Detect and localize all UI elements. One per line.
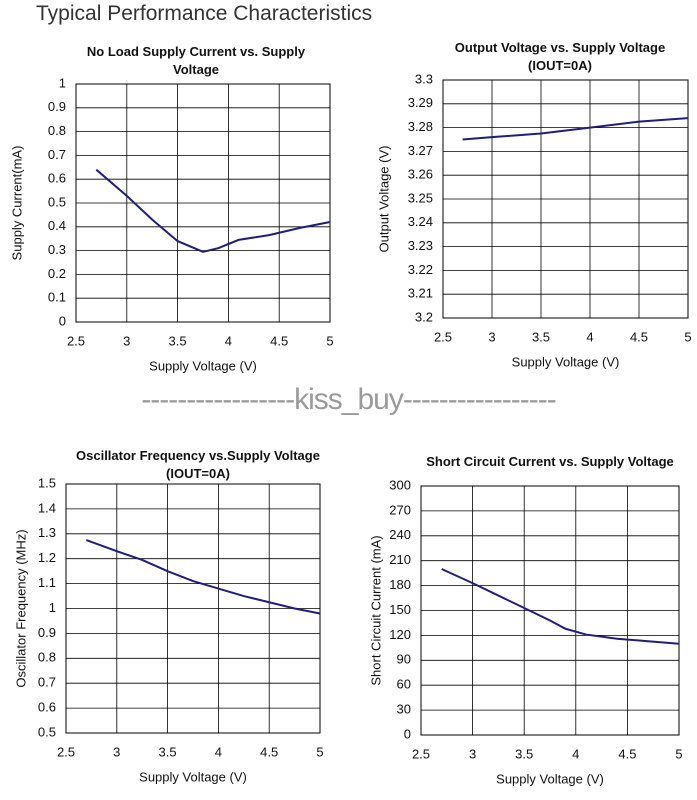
- x-tick-label: 5: [684, 329, 691, 344]
- chart-title: Oscillator Frequency vs.Supply Voltage: [76, 448, 320, 463]
- y-tick-label: 180: [389, 577, 411, 592]
- y-tick-label: 3.23: [408, 238, 433, 253]
- y-tick-label: 0.2: [48, 266, 66, 281]
- x-tick-label: 4: [572, 746, 579, 761]
- y-tick-label: 0: [404, 726, 411, 741]
- y-tick-label: 0.7: [38, 675, 56, 690]
- y-tick-label: 1.4: [38, 500, 56, 515]
- x-tick-label: 3: [488, 329, 495, 344]
- y-tick-label: 3.21: [408, 286, 433, 301]
- line: [85, 539, 321, 615]
- y-axis-label: Supply Current(mA): [9, 146, 24, 261]
- y-tick-label: 1.1: [38, 575, 56, 590]
- x-axis-label: Supply Voltage (V): [496, 771, 604, 786]
- x-tick-label: 4.5: [618, 746, 636, 761]
- y-tick-label: 0.7: [48, 147, 66, 162]
- x-tick-label: 2.5: [67, 333, 85, 348]
- x-axis-label: Supply Voltage (V): [512, 354, 620, 369]
- line: [441, 568, 680, 645]
- x-tick-label: 4.5: [260, 744, 278, 759]
- chart-title: No Load Supply Current vs. Supply Voltag…: [86, 44, 306, 77]
- y-tick-label: 150: [389, 602, 411, 617]
- y-tick-label: 3.29: [408, 95, 433, 110]
- y-tick-label: 0.3: [48, 242, 66, 257]
- x-tick-label: 5: [675, 746, 682, 761]
- chart-subtitle: (IOUT=0A): [528, 58, 592, 73]
- y-axis-label: Short Circuit Current (mA): [368, 535, 383, 685]
- x-tick-label: 5: [316, 744, 323, 759]
- y-tick-label: 30: [397, 702, 411, 717]
- y-tick-label: 0.9: [38, 625, 56, 640]
- plot-frame: [65, 483, 321, 734]
- y-tick-label: 60: [397, 677, 411, 692]
- x-tick-label: 4: [586, 329, 593, 344]
- x-tick-label: 3: [113, 744, 120, 759]
- chart-title: Output Voltage vs. Supply Voltage: [454, 40, 666, 55]
- y-tick-label: 3.3: [415, 71, 433, 86]
- y-tick-label: 1.2: [38, 550, 56, 565]
- plot-frame: [75, 83, 331, 323]
- y-tick-label: 0.1: [48, 290, 66, 305]
- line: [462, 117, 689, 141]
- x-axis-label: Supply Voltage (V): [139, 769, 247, 784]
- x-tick-label: 5: [326, 333, 333, 348]
- x-tick-label: 3.5: [515, 746, 533, 761]
- x-tick-label: 2.5: [434, 329, 452, 344]
- x-axis-label: Supply Voltage (V): [149, 358, 257, 373]
- y-tick-label: 3.26: [408, 167, 433, 182]
- y-tick-label: 3.22: [408, 262, 433, 277]
- y-tick-label: 0.9: [48, 99, 66, 114]
- y-tick-label: 240: [389, 527, 411, 542]
- x-tick-label: 2.5: [57, 744, 75, 759]
- x-tick-label: 3.5: [532, 329, 550, 344]
- y-tick-label: 0.4: [48, 218, 66, 233]
- watermark: -----------------kiss_buy---------------…: [141, 383, 556, 416]
- chart-subtitle: (IOUT=0A): [166, 466, 230, 481]
- y-tick-label: 0: [59, 313, 66, 328]
- y-tick-label: 0.5: [38, 724, 56, 739]
- x-tick-label: 3: [123, 333, 130, 348]
- y-tick-label: 270: [389, 502, 411, 517]
- y-tick-label: 90: [397, 652, 411, 667]
- y-tick-label: 0.6: [38, 700, 56, 715]
- line: [95, 168, 331, 253]
- y-axis-label: Oscillator Frequency (MHz): [13, 529, 28, 687]
- y-tick-label: 3.24: [408, 214, 433, 229]
- y-tick-label: 0.8: [48, 123, 66, 138]
- y-tick-label: 3.28: [408, 119, 433, 134]
- y-tick-label: 1.5: [38, 475, 56, 490]
- x-tick-label: 2.5: [412, 746, 430, 761]
- y-tick-label: 1: [59, 75, 66, 90]
- plot-frame: [442, 79, 689, 319]
- page-title: Typical Performance Characteristics: [36, 2, 373, 25]
- y-tick-label: 1.3: [38, 525, 56, 540]
- plot-frame: [420, 485, 680, 736]
- y-tick-label: 0.6: [48, 171, 66, 186]
- y-tick-label: 3.2: [415, 309, 433, 324]
- x-tick-label: 3: [469, 746, 476, 761]
- y-axis-label: Output Voltage (V): [376, 146, 391, 253]
- y-tick-label: 210: [389, 552, 411, 567]
- x-tick-label: 3.5: [159, 744, 177, 759]
- x-tick-label: 4.5: [630, 329, 648, 344]
- y-tick-label: 300: [389, 477, 411, 492]
- x-tick-label: 4.5: [270, 333, 288, 348]
- x-tick-label: 3.5: [169, 333, 187, 348]
- x-tick-label: 4: [225, 333, 232, 348]
- y-tick-label: 120: [389, 627, 411, 642]
- y-tick-label: 0.5: [48, 194, 66, 209]
- y-tick-label: 1: [49, 600, 56, 615]
- y-tick-label: 3.25: [408, 190, 433, 205]
- y-tick-label: 0.8: [38, 650, 56, 665]
- chart-title: Short Circuit Current vs. Supply Voltage: [426, 454, 674, 469]
- x-tick-label: 4: [215, 744, 222, 759]
- y-tick-label: 3.27: [408, 143, 433, 158]
